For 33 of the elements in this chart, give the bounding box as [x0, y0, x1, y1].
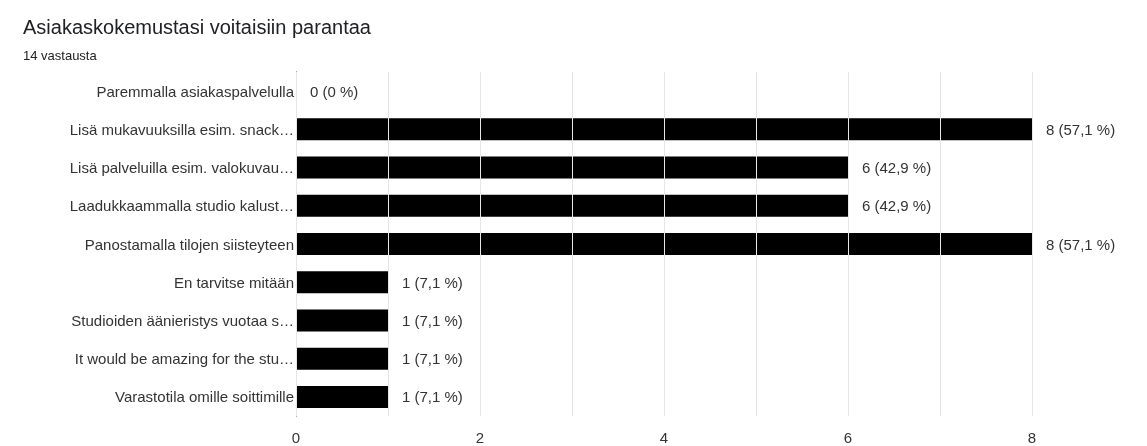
data-label: 1 (7,1 %) [402, 311, 463, 329]
y-tick-label: Laadukkaammalla studio kalust… [69, 197, 294, 215]
y-tick-label: Paremmalla asiakaspalvelulla [96, 82, 295, 100]
bar [296, 385, 388, 408]
x-tick-label: 0 [291, 429, 301, 446]
bar [296, 233, 1032, 255]
data-label: 1 (7,1 %) [402, 350, 463, 368]
data-label: 8 (57,1 %) [1046, 120, 1116, 138]
x-tick-label: 2 [475, 429, 485, 446]
bar [296, 309, 388, 332]
y-tick-label: It would be amazing for the stu… [74, 350, 294, 368]
x-tick-label: 4 [659, 429, 669, 446]
y-tick-label: Varastotila omille soittimille [115, 388, 294, 406]
text: 14 vastausta [23, 48, 98, 63]
data-label: 1 (7,1 %) [402, 388, 463, 406]
bar [296, 347, 388, 370]
x-tick-label: 8 [1027, 429, 1037, 446]
y-tick-label: Studioiden äänieristys vuotaa s… [71, 311, 294, 329]
bar [296, 118, 1032, 141]
y-tick-label: Lisä mukavuuksilla esim. snack… [69, 120, 294, 138]
bar [296, 194, 848, 217]
bar [296, 156, 848, 179]
y-tick-label: Lisä palveluilla esim. valokuvau… [69, 159, 294, 177]
bar [296, 271, 388, 294]
x-tick-label: 6 [843, 429, 853, 446]
y-tick-label: En tarvitse mitään [173, 273, 294, 291]
chart-title: Asiakaskokemustasi voitaisiin parantaa [23, 16, 372, 38]
data-label: 0 (0 %) [310, 82, 359, 100]
data-label: 1 (7,1 %) [402, 273, 463, 291]
data-label: 6 (42,9 %) [862, 159, 932, 177]
data-label: 6 (42,9 %) [862, 197, 932, 215]
y-tick-label: Panostamalla tilojen siisteyteen [84, 235, 294, 253]
data-label: 8 (57,1 %) [1046, 235, 1116, 253]
